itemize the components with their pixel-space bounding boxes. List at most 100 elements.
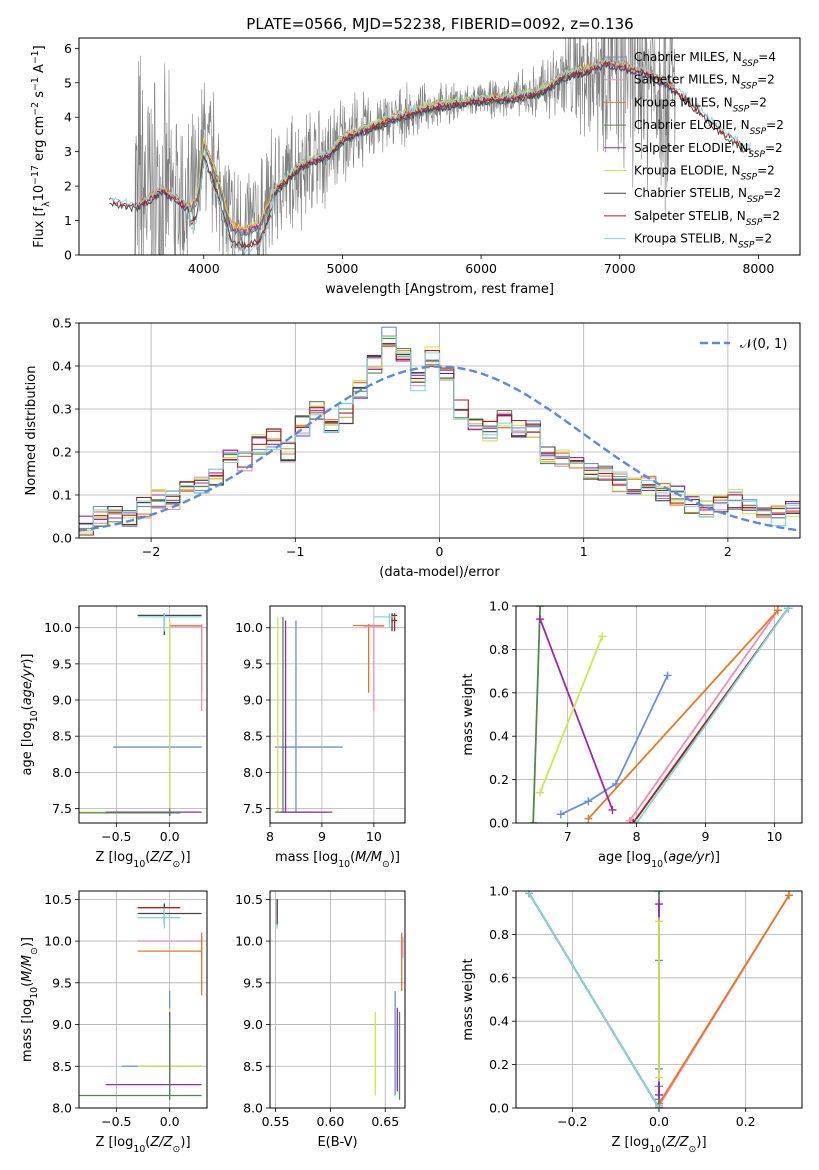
model-line-kroupa-stelib xyxy=(109,56,752,254)
label-span: Z [log xyxy=(95,1135,133,1150)
label-span: )] xyxy=(390,850,400,865)
y-tick-label: 0.0 xyxy=(52,531,72,546)
series-marker xyxy=(536,788,545,797)
series-marker xyxy=(584,814,593,823)
x-axis-label: age [log10(age/yr)] xyxy=(598,850,720,870)
series-marker xyxy=(629,819,638,823)
y-tick-label: 0 xyxy=(64,248,72,263)
legend-label: Kroupa ELODIE, NSSP=2 xyxy=(634,164,775,183)
legend-label: Salpeter MILES, NSSP=2 xyxy=(634,73,775,92)
gaussian-curve xyxy=(79,365,800,532)
y-tick-label: 7.5 xyxy=(52,801,72,816)
x-axis-label: Z [log10(Z/Z⊙)] xyxy=(611,1135,706,1155)
y-tick-label: 8.0 xyxy=(243,1101,263,1116)
series-line-kroupa-stelib xyxy=(528,892,660,1108)
x-tick-label: 6000 xyxy=(465,261,497,276)
panels: 4000 5000 6000 7000 8000 0 1 2 3 4 5 6 wavelength [A… xyxy=(20,37,803,1155)
y-tick-label: 9.5 xyxy=(52,656,72,671)
y-tick-label: 0.1 xyxy=(52,488,72,503)
label-span: Z/Z xyxy=(149,850,173,865)
y-tick-label: 0.2 xyxy=(489,772,509,787)
x-tick-label: −2 xyxy=(142,544,160,559)
label-span: A xyxy=(32,64,47,77)
legend-label: 𝒩(0, 1) xyxy=(740,337,787,352)
label-span: 10 xyxy=(133,1144,145,1155)
x-tick-label: 0.60 xyxy=(316,1114,344,1129)
legend-label-main: Salpeter ELODIE, N xyxy=(634,141,748,155)
x-tick-label: 8 xyxy=(633,829,641,844)
label-span: ( xyxy=(350,850,355,865)
series-marker xyxy=(536,615,545,624)
legend-label-tail: =2 xyxy=(754,232,772,246)
x-tick-label: 1 xyxy=(580,544,588,559)
label-span: )] xyxy=(180,1135,190,1150)
y-tick-label: 10.0 xyxy=(44,620,72,635)
plot-area xyxy=(276,899,404,1100)
label-span: Z [log xyxy=(611,1135,649,1150)
label-span: mass weight xyxy=(461,958,476,1040)
series-marker xyxy=(529,819,538,823)
label-span: 10 xyxy=(651,859,663,870)
label-span: ⊙ xyxy=(173,859,181,870)
legend-label-sub: SSP xyxy=(750,127,767,137)
y-tick-label: 1.0 xyxy=(489,884,509,899)
axes-frame xyxy=(78,890,208,1109)
x-tick-label: 5000 xyxy=(327,261,359,276)
x-tick-label: −1 xyxy=(286,544,304,559)
label-span: 10 xyxy=(133,859,145,870)
series-marker xyxy=(784,606,793,613)
x-axis-label: mass [log10(M/M⊙)] xyxy=(275,850,400,870)
y-tick-label: 0.4 xyxy=(489,1014,509,1029)
legend-label-main: Salpeter STELIB, N xyxy=(634,209,746,223)
series-line-salpeter-elodie xyxy=(539,618,614,811)
series-marker xyxy=(584,797,593,806)
series-marker xyxy=(655,917,663,926)
y-tick-label: 0.4 xyxy=(489,729,509,744)
x-axis-label: E(B-V) xyxy=(317,1135,357,1150)
label-span: 10 xyxy=(32,185,47,202)
legend: 𝒩(0, 1) xyxy=(700,337,787,352)
series-line-chabrier-elodie xyxy=(532,606,541,823)
axes-frame xyxy=(269,605,406,824)
label-span: Flux [f xyxy=(32,206,47,247)
series-marker xyxy=(625,816,634,823)
legend-label: Chabrier MILES, NSSP=4 xyxy=(634,50,776,69)
label-span: )] xyxy=(20,653,35,663)
label-span: ( xyxy=(663,850,668,865)
plot-area xyxy=(529,606,793,823)
series-marker xyxy=(598,632,607,641)
panel-age-vs-Z: −0.5 0.07.58.08.59.09.510.0Z [log10(Z/Z⊙)… xyxy=(20,605,208,870)
panel-residuals: −2 −1 0 1 2 0.0 0.1 0.2 0.3 0.4 0.5 (data-model)/er… xyxy=(24,316,801,580)
y-tick-label: 8.5 xyxy=(52,729,72,744)
plot-area xyxy=(525,891,793,1108)
y-axis-label: Normed distribution xyxy=(24,366,39,496)
series-marker xyxy=(663,671,672,680)
series-line-salpeter-miles xyxy=(628,609,779,822)
legend-label-tail: =2 xyxy=(766,118,784,132)
y-tick-label: 9.5 xyxy=(52,975,72,990)
axes-overlay: −0.5 0.07.58.08.59.09.510.0Z [log10(Z/Z⊙)… xyxy=(20,605,208,870)
x-tick-label: 0.0 xyxy=(649,1114,669,1129)
label-span: (data-model)/error xyxy=(379,565,500,580)
panel-weight-vs-Z: −0.2 0.0 0.2 0.0 0.2 0.4 0.6 0.8 1.0 Z [log10(Z/Z… xyxy=(461,884,803,1155)
y-tick-label: 10.5 xyxy=(44,892,72,907)
y-axis-label: age [log10(age/yr)] xyxy=(20,653,40,775)
legend-label-sub: SSP xyxy=(746,218,763,228)
legend-label: Kroupa STELIB, NSSP=2 xyxy=(634,232,772,251)
plot-area xyxy=(79,613,203,816)
legend-label: Salpeter STELIB, NSSP=2 xyxy=(634,209,780,228)
legend-label: Salpeter ELODIE, NSSP=2 xyxy=(634,141,783,160)
x-tick-label: 8 xyxy=(266,829,274,844)
series-marker xyxy=(655,1090,663,1099)
legend-label-tail: =4 xyxy=(758,50,776,64)
x-tick-label: 0 xyxy=(436,544,444,559)
series-marker xyxy=(773,606,782,615)
series-marker xyxy=(655,900,663,909)
x-axis-label: (data-model)/error xyxy=(379,565,500,580)
axes-overlay: −0.2 0.0 0.2 0.0 0.2 0.4 0.6 0.8 1.0 Z [log10(Z/Z… xyxy=(461,884,803,1155)
series-marker xyxy=(608,805,617,814)
axes-frame xyxy=(515,605,803,824)
series-marker xyxy=(525,891,533,898)
